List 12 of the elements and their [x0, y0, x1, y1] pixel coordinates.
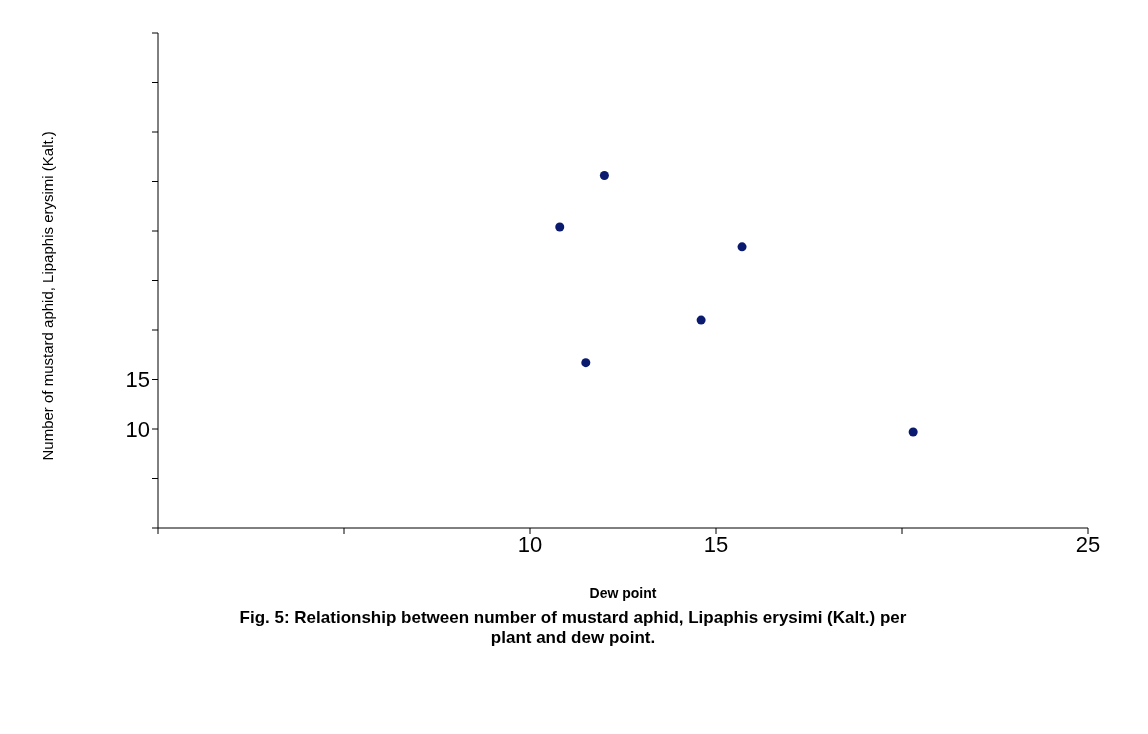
x-axis-title: Dew point — [589, 585, 657, 601]
point — [581, 358, 591, 368]
y-axis-title: Number of mustard aphid, Lipaphis erysimi (Kalt.) — [39, 131, 57, 461]
point — [737, 242, 747, 252]
point — [696, 315, 706, 325]
point — [599, 171, 609, 181]
point — [908, 427, 918, 437]
caption: Fig. 5: Relationship between number of mustard aphid, Lipaphis erysimi (Kalt.) per plant and dew point. — [238, 608, 908, 648]
x-tick-label: 25 — [1075, 531, 1101, 557]
x-tick-label: 15 — [703, 531, 729, 557]
point — [555, 222, 565, 232]
x-tick-label: 10 — [517, 531, 543, 557]
